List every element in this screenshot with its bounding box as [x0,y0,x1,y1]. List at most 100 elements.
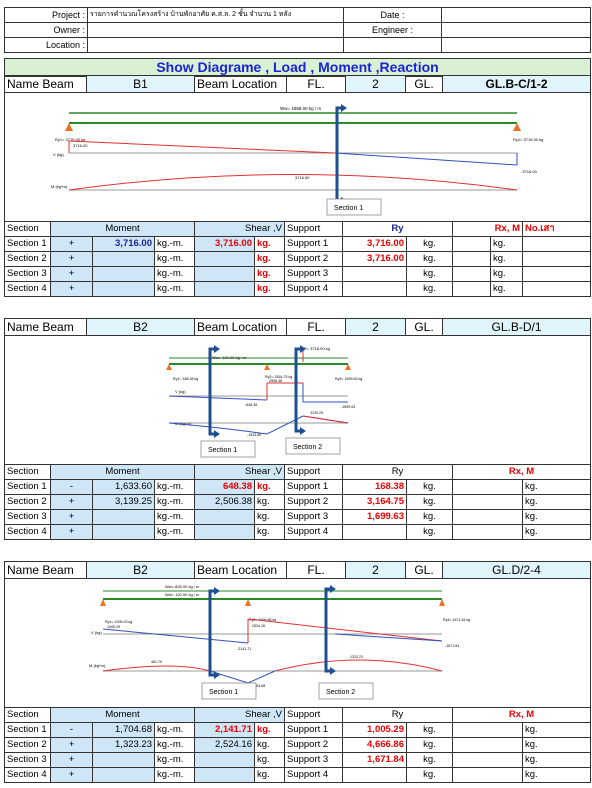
sign-cell: + [50,236,93,252]
unit-cell: kg. [521,737,592,753]
unit-cell: kg. [406,281,453,297]
unit-cell: kg.-m. [154,494,195,510]
table-row: Section 3 + kg.-m. kg. Support 3 1,699.6… [4,509,592,525]
shear-cell [194,767,255,783]
b2a-v1: 2506.38 [269,379,282,383]
project-label: Project : [4,7,88,23]
moment-cell [92,509,155,525]
table-row: Section 3 + kg.-m. kg. Support 3 kg. kg. [4,266,591,282]
unit-cell: kg. [521,509,592,525]
table-row: Section 1 + 3,716.00 kg.-m. 3,716.00 kg.… [4,236,591,252]
owner-value [87,22,344,38]
section-cell: Section 3 [4,266,51,282]
unit-cell: kg. [406,737,453,753]
floor-value: 2 [345,318,406,336]
b2a-support-3-icon [345,364,351,370]
owner-label: Owner : [4,22,88,38]
section-cell: Section 2 [4,251,51,267]
moment-cell: 1,704.68 [92,722,155,738]
unit-cell: kg. [406,494,453,510]
beam-location-label: Beam Location [194,318,287,336]
gl-value: GL.B-C/1-2 [442,75,591,93]
b1-m-value: 3716.00 [295,175,310,180]
table-row: Section 3 + kg.-m. kg. Support 3 1,671.8… [4,752,592,768]
name-beam-label: Name Beam [4,75,87,93]
shear-cell [194,524,255,540]
unit-cell: kg. [254,509,285,525]
b2b-v3: -2141.71 [237,647,251,651]
fl-label: FL. [286,318,346,336]
ry-cell: 1,699.63 [342,509,407,525]
fl-label: FL. [286,561,346,579]
b1-v-label: V (kg) [53,152,64,157]
b2a-m1: 3139.25 [310,411,323,415]
support-cell: Support 3 [284,266,343,282]
moment-cell: 1,323.23 [92,737,155,753]
b2b-support-3-icon [439,599,445,606]
beam-2-name-row: Name Beam B2 Beam Location FL. 2 GL. GL.… [4,318,591,336]
moment-cell: 3,139.25 [92,494,155,510]
moment-header: Moment [50,464,195,480]
support-cell: Support 3 [284,509,343,525]
section-cell: Section 3 [4,752,51,768]
b1-m-label: M (kg*m) [51,184,68,189]
unit-cell: kg. [254,281,285,297]
name-beam-label: Name Beam [4,561,87,579]
gl-label: GL. [405,561,443,579]
moment-cell [92,752,155,768]
b2a-support-2-icon [264,364,270,370]
b2a-ry2-text: Ry2= 3164.75 kg [265,375,292,379]
support-cell: Support 4 [284,281,343,297]
ry-cell: 3,716.00 [342,251,407,267]
unit-cell: kg. [490,236,523,252]
gl-label: GL. [405,75,443,93]
table-row: Section 4 + kg.-m. kg. Support 4 kg. kg. [4,281,591,297]
beam-2-diagram: Ww= 120.00 kg / m P= 3718.00 kg Ry1= 168… [4,335,591,465]
section-header: Section [4,464,51,480]
section-cell: Section 1 [4,722,51,738]
beam-name: B2 [86,561,195,579]
unit-cell: kg.-m. [154,752,195,768]
sign-cell: + [50,767,93,783]
beam-3-diagram: Ww= 828.00 kg / m Ww= 120.00 kg / m Ry1=… [4,578,591,708]
unit-cell: kg. [406,266,453,282]
table-row: Section 2 + kg.-m. kg. Support 2 3,716.0… [4,251,591,267]
unit-cell: kg.-m. [154,281,195,297]
shear-cell: 2,506.38 [194,494,255,510]
ry-cell: 3,164.75 [342,494,407,510]
b1-ry1-text: Ry1= 3716.00 kg [55,137,85,142]
unit-cell: kg. [406,509,453,525]
b2a-point-load-text: P= 3718.00 kg [304,346,330,351]
ry-cell [342,767,407,783]
unit-cell: kg. [521,722,592,738]
floor-value: 2 [345,561,406,579]
unit-cell: kg. [254,236,285,252]
support-cell: Support 1 [284,722,343,738]
ry-header: Ry [342,221,453,237]
fl-label: FL. [286,75,346,93]
shear-header: Shear ,V [194,707,285,723]
beam-1-name-row: Name Beam B1 Beam Location FL. 2 GL. GL.… [4,75,591,93]
beam-3-diagram-svg: Ww= 828.00 kg / m Ww= 120.00 kg / m Ry1=… [89,584,470,700]
unit-cell: kg.-m. [154,236,195,252]
b2a-load-text: Ww= 120.00 kg / m [212,355,247,360]
engineer-label: Engineer : [343,22,442,38]
shear-header: Shear ,V [194,464,285,480]
name-beam-label: Name Beam [4,318,87,336]
b2a-m-label: M (kg*m) [175,421,192,426]
unit-cell: kg. [254,737,285,753]
sign-cell: + [50,494,93,510]
b1-v1: 3716.00 [73,143,88,148]
b1-v2: -3716.00 [521,169,538,174]
project-value: รายการคำนวณโครงสร้าง บ้านพักอาศัย ค.ส.ล.… [87,7,344,23]
moment-cell [92,251,155,267]
unit-cell: kg. [521,524,592,540]
b2a-v3: -1699.63 [341,405,355,409]
shear-cell [194,509,255,525]
b2b-ry1-text: Ry1= 1005.29 kg [105,620,132,624]
unit-cell: kg. [406,722,453,738]
section-cell: Section 4 [4,281,51,297]
unit-cell: kg. [406,752,453,768]
sign-cell: + [50,281,93,297]
moment-cell: 1,633.60 [92,479,155,495]
